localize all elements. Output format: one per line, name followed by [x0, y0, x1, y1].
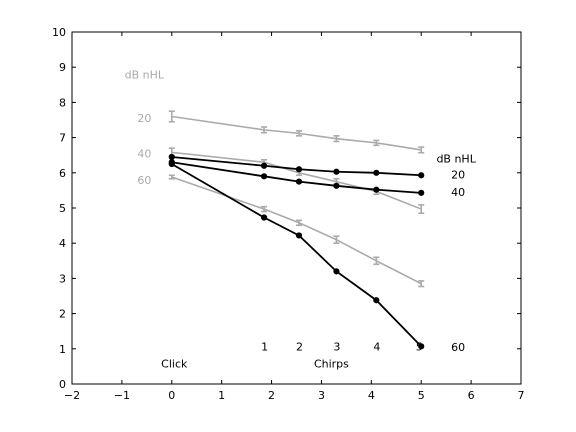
series-6	[168, 160, 425, 350]
data-point	[418, 172, 425, 179]
series-1	[168, 110, 425, 154]
y-tick-label: 9	[59, 61, 66, 74]
black-level-label: 40	[451, 186, 465, 199]
y-tick-label: 3	[59, 272, 66, 285]
y-tick-label: 5	[59, 202, 66, 215]
chirp-number-label: 3	[333, 341, 340, 354]
data-point	[295, 166, 303, 173]
series-line	[171, 151, 422, 210]
data-point	[333, 268, 340, 275]
y-tick-label: 4	[59, 237, 66, 250]
gray-legend-title: dB nHL	[125, 68, 165, 81]
data-point	[260, 162, 268, 169]
x-tick-label: −1	[114, 389, 130, 402]
y-tick-label: 8	[59, 96, 66, 109]
chirps-label: Chirps	[314, 357, 349, 370]
data-point	[168, 160, 175, 168]
data-point	[333, 168, 340, 175]
x-tick-label: 0	[168, 389, 175, 402]
x-tick-label: −2	[64, 389, 80, 402]
series-line	[171, 176, 422, 285]
series-3	[168, 174, 425, 288]
gray-level-label: 40	[137, 147, 151, 160]
x-tick-label: 5	[418, 389, 425, 402]
x-tick-label: 7	[518, 389, 525, 402]
gray-level-label: 60	[137, 174, 151, 187]
x-tick-label: 2	[268, 389, 275, 402]
chirp-number-label: 5	[416, 341, 423, 354]
series-4	[168, 153, 425, 179]
data-point	[373, 297, 380, 304]
plot-area	[72, 32, 521, 384]
data-point	[418, 189, 425, 196]
black-legend-title: dB nHL	[436, 153, 476, 166]
chirp-number-label: 2	[296, 341, 303, 354]
gray-level-label: 20	[137, 112, 151, 125]
series-line	[171, 163, 422, 347]
y-tick-label: 10	[52, 26, 66, 39]
axes: −2 −1 0 1 2 3 4 5 6 7 0 1 2 3 4 5 6 7 8 9 10	[52, 26, 525, 402]
x-tick-label: 6	[468, 389, 475, 402]
y-tick-label: 7	[59, 132, 66, 145]
series-line	[171, 156, 422, 177]
data-point	[260, 214, 268, 221]
data-point	[418, 343, 425, 350]
click-label: Click	[161, 357, 188, 370]
data-point	[260, 173, 268, 180]
y-tick-label: 2	[59, 308, 66, 321]
chirp-number-label: 4	[373, 341, 380, 354]
black-level-label: 20	[451, 169, 465, 182]
series-line	[171, 161, 422, 194]
y-tick-label: 0	[59, 378, 66, 391]
data-point	[168, 153, 175, 161]
y-tick-label: 6	[59, 167, 66, 180]
data-point	[373, 169, 380, 176]
y-tick-label: 1	[59, 343, 66, 356]
annotations: 1 2 3 4 5 Click Chirps dB nHL 20 40 60 dB nHL 20 40 60	[125, 68, 477, 370]
x-tick-label: 4	[368, 389, 375, 402]
data-point	[333, 182, 340, 189]
x-tick-label: 1	[218, 389, 225, 402]
x-tick-label: 3	[318, 389, 325, 402]
series-layer	[168, 110, 425, 350]
data-point	[295, 232, 303, 239]
black-level-label: 60	[451, 341, 465, 354]
data-point	[373, 186, 380, 193]
series-line	[171, 115, 422, 151]
data-point	[295, 178, 303, 185]
chirp-number-label: 1	[261, 341, 268, 354]
